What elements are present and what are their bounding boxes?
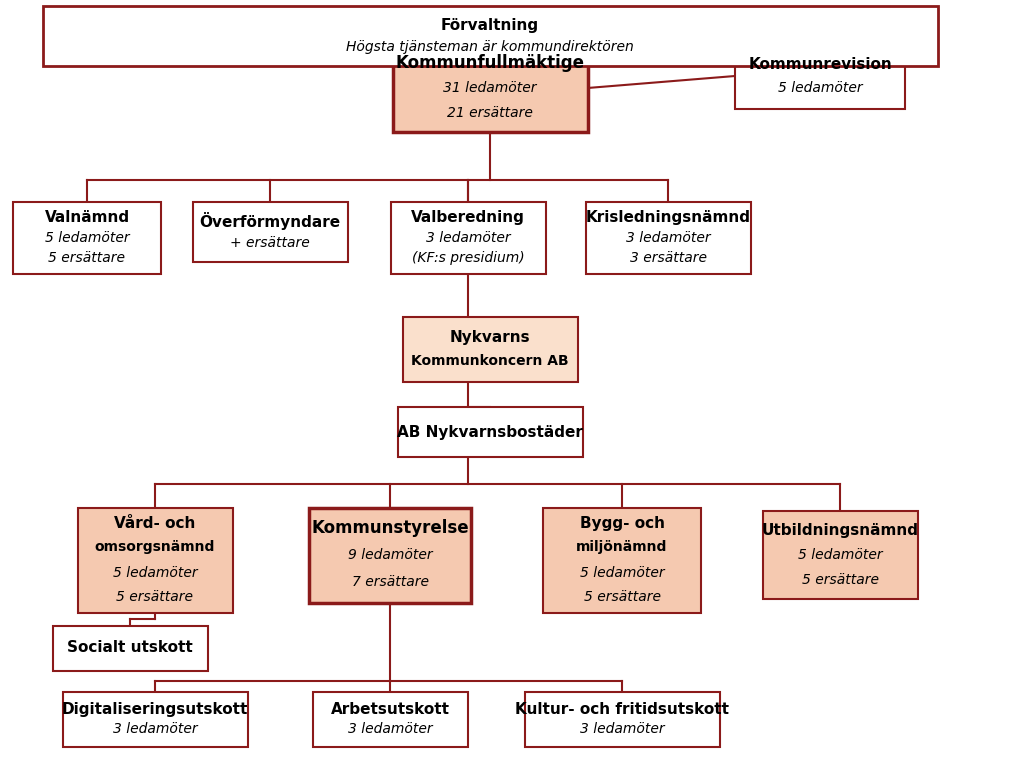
- FancyBboxPatch shape: [52, 625, 208, 670]
- Text: Socialt utskott: Socialt utskott: [68, 640, 193, 656]
- Text: Kommunstyrelse: Kommunstyrelse: [311, 519, 469, 538]
- FancyBboxPatch shape: [43, 6, 938, 66]
- FancyBboxPatch shape: [309, 508, 471, 602]
- FancyBboxPatch shape: [397, 407, 583, 457]
- Text: Digitaliseringsutskott: Digitaliseringsutskott: [61, 702, 248, 716]
- Text: Krisledningsnämnd: Krisledningsnämnd: [586, 210, 751, 225]
- FancyBboxPatch shape: [524, 691, 720, 747]
- Text: Arbetsutskott: Arbetsutskott: [331, 702, 450, 716]
- FancyBboxPatch shape: [392, 44, 588, 132]
- Text: Utbildningsnämnd: Utbildningsnämnd: [762, 523, 919, 538]
- Text: 3 ledamöter: 3 ledamöter: [113, 722, 198, 736]
- Text: 5 ersättare: 5 ersättare: [117, 590, 194, 604]
- Text: 31 ledamöter: 31 ledamöter: [443, 81, 537, 95]
- Text: 5 ledamöter: 5 ledamöter: [580, 566, 665, 580]
- FancyBboxPatch shape: [402, 317, 578, 382]
- Text: 9 ledamöter: 9 ledamöter: [348, 548, 432, 562]
- FancyBboxPatch shape: [763, 511, 918, 599]
- Text: 5 ersättare: 5 ersättare: [584, 590, 660, 604]
- Text: 5 ledamöter: 5 ledamöter: [777, 81, 862, 95]
- FancyBboxPatch shape: [390, 202, 546, 274]
- Text: 21 ersättare: 21 ersättare: [447, 106, 532, 120]
- Text: Valberedning: Valberedning: [411, 210, 525, 225]
- Text: Valnämnd: Valnämnd: [44, 210, 130, 225]
- Text: (KF:s presidium): (KF:s presidium): [412, 251, 524, 265]
- Text: 3 ledamöter: 3 ledamöter: [580, 722, 665, 736]
- FancyBboxPatch shape: [586, 202, 751, 274]
- Text: Kommunkoncern AB: Kommunkoncern AB: [412, 354, 568, 368]
- FancyBboxPatch shape: [62, 691, 248, 747]
- Text: 5 ersättare: 5 ersättare: [48, 251, 126, 265]
- Text: 7 ersättare: 7 ersättare: [351, 574, 428, 589]
- Text: Förvaltning: Förvaltning: [441, 18, 539, 33]
- Text: AB Nykvarnsbostäder: AB Nykvarnsbostäder: [397, 424, 583, 439]
- Text: Högsta tjänsteman är kommundirektören: Högsta tjänsteman är kommundirektören: [346, 40, 634, 54]
- Text: 3 ersättare: 3 ersättare: [630, 251, 707, 265]
- FancyBboxPatch shape: [13, 202, 161, 274]
- FancyBboxPatch shape: [543, 508, 701, 612]
- Text: Kommunfullmäktige: Kommunfullmäktige: [395, 54, 585, 72]
- Text: omsorgsnämnd: omsorgsnämnd: [95, 540, 215, 554]
- Text: 5 ledamöter: 5 ledamöter: [45, 231, 129, 245]
- Text: Kommunrevision: Kommunrevision: [749, 57, 892, 72]
- Text: 3 ledamöter: 3 ledamöter: [426, 231, 510, 245]
- FancyBboxPatch shape: [78, 508, 232, 612]
- Text: miljönämnd: miljönämnd: [577, 540, 668, 554]
- Text: + ersättare: + ersättare: [230, 236, 310, 250]
- Text: 3 ledamöter: 3 ledamöter: [348, 722, 432, 736]
- Text: 3 ledamöter: 3 ledamöter: [626, 231, 711, 245]
- FancyBboxPatch shape: [312, 691, 468, 747]
- Text: 5 ersättare: 5 ersättare: [802, 573, 879, 587]
- Text: 5 ledamöter: 5 ledamöter: [798, 548, 883, 562]
- FancyBboxPatch shape: [735, 43, 905, 109]
- Text: Kultur- och fritidsutskott: Kultur- och fritidsutskott: [515, 702, 729, 716]
- Text: Vård- och: Vård- och: [115, 516, 196, 531]
- Text: Överförmyndare: Överförmyndare: [200, 212, 341, 230]
- Text: Nykvarns: Nykvarns: [450, 330, 530, 345]
- Text: Bygg- och: Bygg- och: [580, 516, 665, 531]
- Text: 5 ledamöter: 5 ledamöter: [113, 566, 198, 580]
- FancyBboxPatch shape: [193, 202, 347, 262]
